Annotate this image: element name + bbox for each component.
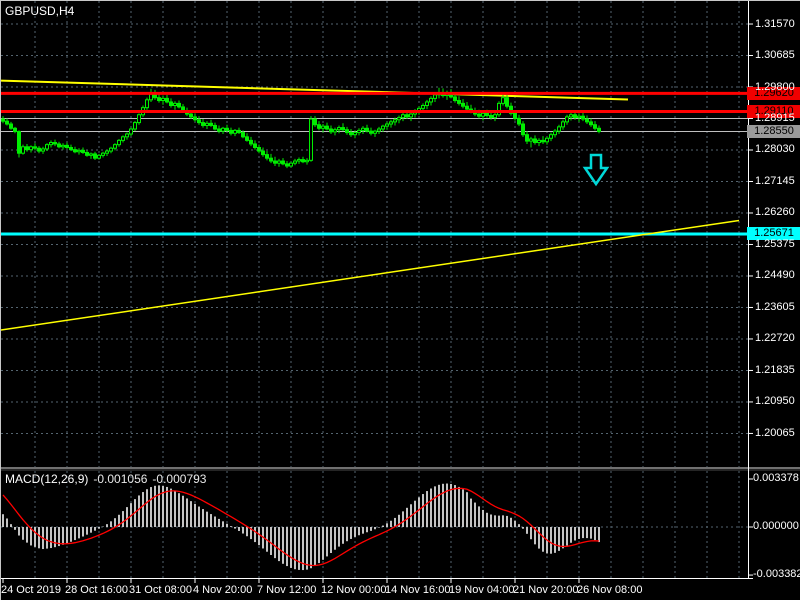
macd-indicator-label: MACD(12,26,9) -0.001056 -0.000793 [5,472,206,486]
time-axis-label: 24 Oct 2019 [1,584,61,596]
resistance-price-badge-2: 1.29110 [747,105,800,118]
price-tick-label: 1.23605 [755,300,795,313]
axes-frame [1,1,800,583]
time-axis-label: 14 Nov 16:00 [385,584,451,596]
price-tick-label: 1.24490 [755,269,795,282]
time-axis-label: 12 Nov 00:00 [321,584,387,596]
price-tick-label: 1.27145 [755,174,795,187]
resistance-lines [1,91,748,114]
trendlines [1,79,740,331]
trendline[interactable] [1,219,740,331]
time-axis-label: 26 Nov 08:00 [577,584,643,596]
time-axis-label: 28 Oct 16:00 [65,584,128,596]
price-tick-label: 1.20950 [755,395,795,408]
resistance-price-badge-1: 1.29620 [747,87,800,100]
down-arrow-annotation[interactable] [582,153,610,187]
price-tick-label: 1.26260 [755,206,795,219]
macd-scale-zero-label: 0.000000 [753,520,799,532]
price-tick-label: 1.20065 [755,426,795,439]
price-tick-label: 1.30685 [755,49,795,61]
macd-scale-top-label: 0.003378 [753,472,799,484]
time-axis-label: 21 Nov 20:00 [513,584,579,596]
price-tick-label: 1.31570 [755,17,795,30]
grid-lines [1,1,748,578]
support-price-badge: 1.25671 [747,227,800,240]
time-axis-label: 31 Oct 08:00 [129,584,192,596]
price-tick-label: 1.28030 [755,143,795,156]
price-tick-label: 1.21835 [755,363,795,376]
time-axis-label: 4 Nov 20:00 [193,584,253,596]
price-tick-label: 1.25375 [755,237,795,250]
trendline[interactable] [1,79,629,101]
time-axis-label: 7 Nov 12:00 [257,584,317,596]
candles-layer [1,87,601,169]
price-tick-label: 1.28915 [755,112,795,124]
macd-name-label: MACD(12,26,9) [5,472,89,486]
macd-scale-bottom-label: -0.003382 [753,568,800,580]
time-axis-label: 19 Nov 04:00 [449,584,515,596]
macd-signal-line [2,487,600,567]
macd-signal-value: -0.000793 [152,472,207,486]
current-price-badge: 1.28550 [747,125,800,138]
symbol-period-label: GBPUSD,H4 [5,4,75,18]
price-tick-label: 1.29800 [755,80,795,93]
macd-main-value: -0.001056 [93,472,148,486]
price-tick-label: 1.22720 [755,332,795,345]
